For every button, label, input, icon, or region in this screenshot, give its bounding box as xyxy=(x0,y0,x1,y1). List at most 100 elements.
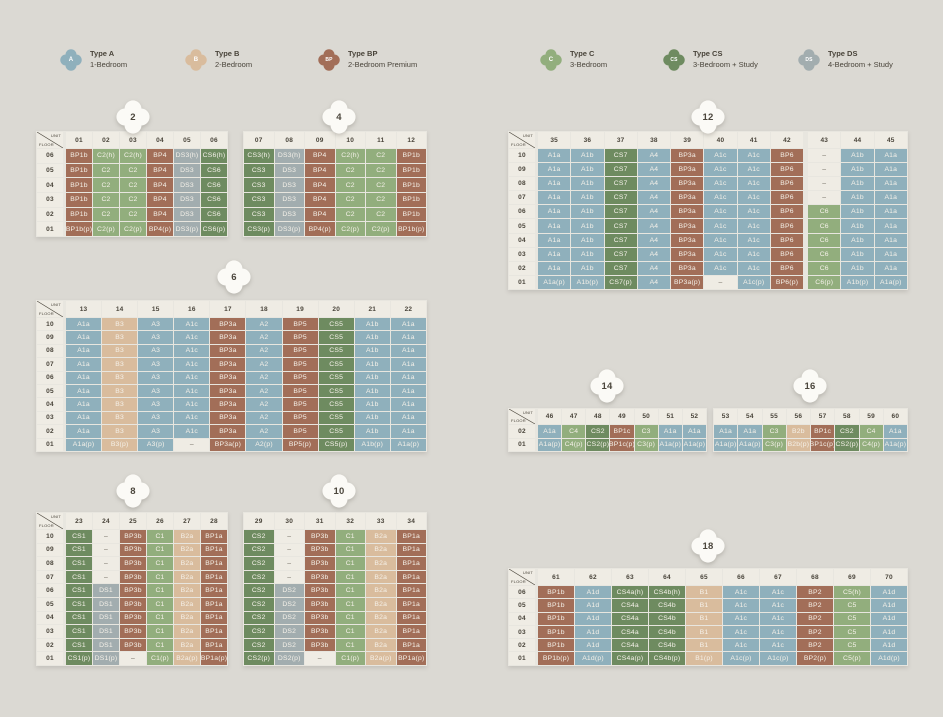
unit-28-floor-02-cell: BP1a xyxy=(201,638,227,652)
unit-04-floor-03-cell: BP4 xyxy=(147,193,173,207)
unit-number-header-54: 54 xyxy=(738,409,762,424)
unit-number-header-41: 41 xyxy=(737,132,770,148)
floor-label-01: 01 xyxy=(37,222,63,237)
unit-number-header-32: 32 xyxy=(335,513,365,529)
unit-37-floor-08-cell: CS7 xyxy=(604,177,637,191)
unit-36-floor-10-cell: A1b xyxy=(571,149,604,163)
floor-row-10: CS2– BP3b C1 B2a BP1a xyxy=(244,530,426,543)
unit-11-floor-05-cell: C2 xyxy=(366,163,396,178)
unit-43-floor-01-cell: C6(p) xyxy=(808,275,841,289)
unit-67-floor-06-cell: A1c xyxy=(760,586,796,599)
unit-58-floor-01-cell: CS2(p) xyxy=(835,438,859,451)
unit-23-floor-06-cell: CS1 xyxy=(66,584,92,597)
unit-36-floor-08-cell: A1b xyxy=(571,177,604,191)
unit-39-floor-07-cell: BP3a xyxy=(671,191,704,205)
unit-39-floor-03-cell: BP3a xyxy=(671,247,704,261)
unit-44-floor-09-cell: A1b xyxy=(841,163,874,177)
unit-20-floor-06-cell: CS5 xyxy=(318,371,354,384)
unit-29-floor-01-cell: CS2(p) xyxy=(244,652,274,665)
unit-37-floor-06-cell: CS7 xyxy=(604,205,637,219)
floor-label-01: 01 xyxy=(509,438,535,451)
unit-number-header-19: 19 xyxy=(282,301,318,317)
unit-63-floor-02-cell: CS4a xyxy=(612,639,648,652)
floor-row-06: CS2 DS2 BP3b C1 B2a BP1a xyxy=(244,584,426,597)
unit-41-floor-06-cell: A1c xyxy=(737,205,770,219)
floor-row-01: 01 BP1b(p) A1d(p) CS4a(p) CS4b(p) B1(p) A1c(p)… xyxy=(509,652,907,665)
unit-24-floor-06-cell: DS1 xyxy=(93,584,119,597)
floor-row-06: 06 BP1b C2(h) C2(h) BP4 DS3(h) CS6(h) xyxy=(37,149,227,163)
block-number-label: 4 xyxy=(336,111,342,123)
unit-05-floor-03-cell: DS3 xyxy=(174,193,200,207)
unit-37-floor-05-cell: CS7 xyxy=(604,219,637,233)
unit-24-floor-08-cell: – xyxy=(93,557,119,570)
floor-label-04: 04 xyxy=(509,612,535,625)
unit-number-header-37: 37 xyxy=(604,132,637,148)
unit-14-floor-06-cell: B3 xyxy=(102,371,138,384)
floor-label-06: 06 xyxy=(509,586,535,599)
unit-17-floor-08-cell: BP3a xyxy=(210,344,246,358)
unit-number-header-39: 39 xyxy=(671,132,704,148)
legend-item-type-c: C Type C 3-Bedroom xyxy=(540,49,607,71)
unit-19-floor-08-cell: BP5 xyxy=(282,344,318,358)
floor-row-02: 02 BP1b C2 C2 BP4 DS3 CS6 xyxy=(37,207,227,222)
unit-68-floor-01-cell: BP2(p) xyxy=(797,652,833,665)
legend-type-title: Type CS xyxy=(693,49,723,59)
unit-33-floor-06-cell: B2a xyxy=(366,584,396,597)
unit-69-floor-01-cell: C5(p) xyxy=(834,652,870,665)
unit-39-floor-09-cell: BP3a xyxy=(671,163,704,177)
unit-08-floor-04-cell: DS3 xyxy=(274,178,304,193)
unit-42-floor-09-cell: BP6 xyxy=(770,163,804,177)
unit-37-floor-07-cell: CS7 xyxy=(604,191,637,205)
floor-row-05: 05 BP1b C2 C2 BP4 DS3 CS6 xyxy=(37,163,227,178)
unit-34-floor-07-cell: BP1a xyxy=(396,570,426,584)
unit-53-floor-02-cell: A1a xyxy=(714,425,738,438)
unit-04-floor-06-cell: BP4 xyxy=(147,149,173,163)
unit-17-floor-05-cell: BP3a xyxy=(210,384,246,398)
unit-26-floor-08-cell: C1 xyxy=(147,557,173,570)
unit-48-floor-02-cell: CS2 xyxy=(586,425,610,438)
unit-number-header-33: 33 xyxy=(366,513,396,529)
unit-number-header-13: 13 xyxy=(66,301,102,317)
unit-05-floor-06-cell: DS3(h) xyxy=(174,149,200,163)
unit-33-floor-10-cell: B2a xyxy=(366,530,396,543)
unit-22-floor-10-cell: A1a xyxy=(390,318,426,331)
unit-18-floor-05-cell: A2 xyxy=(246,384,282,398)
block-12-table: UNIT FLOOR 35 36 37 38 39 40 41 42 43 44 45 10 A1a A1b C… xyxy=(508,131,908,290)
unit-number-header-53: 53 xyxy=(714,409,738,424)
unit-number-header-12: 12 xyxy=(396,132,426,148)
floor-row-01: 01 A1a(p) B3(p) A3(p) – BP3a(p) A2(p) BP5(p) CS5… xyxy=(37,438,426,451)
unit-01-floor-06-cell: BP1b xyxy=(66,149,92,163)
legend-text: Type DS 4-Bedroom + Study xyxy=(828,49,893,71)
unit-13-floor-01-cell: A1a(p) xyxy=(66,438,102,451)
unit-40-floor-06-cell: A1c xyxy=(704,205,737,219)
unit-34-floor-06-cell: BP1a xyxy=(396,584,426,597)
unit-22-floor-03-cell: A1a xyxy=(390,411,426,425)
unit-67-floor-04-cell: A1c xyxy=(760,612,796,625)
unit-30-floor-09-cell: – xyxy=(274,543,304,557)
unit-10-floor-01-cell: C2(p) xyxy=(335,222,365,237)
floor-row-02: CS2 DS2 BP3b C1 B2a BP1a xyxy=(244,638,426,652)
unit-70-floor-02-cell: A1d xyxy=(871,639,907,652)
unit-39-floor-04-cell: BP3a xyxy=(671,233,704,247)
floor-label-09: 09 xyxy=(37,331,63,344)
unit-07-floor-03-cell: CS3 xyxy=(244,193,274,207)
unit-number-header-01: 01 xyxy=(66,132,92,148)
unit-13-floor-09-cell: A1a xyxy=(66,331,102,344)
unit-69-floor-03-cell: C5 xyxy=(834,625,870,639)
unit-28-floor-03-cell: BP1a xyxy=(201,625,227,638)
unit-10-floor-03-cell: C2 xyxy=(335,193,365,207)
unit-01-floor-04-cell: BP1b xyxy=(66,178,92,193)
unit-08-floor-03-cell: DS3 xyxy=(274,193,304,207)
unit-number-header-22: 22 xyxy=(390,301,426,317)
unit-23-floor-03-cell: CS1 xyxy=(66,625,92,638)
unit-03-floor-01-cell: C2(p) xyxy=(120,222,146,237)
unit-21-floor-07-cell: A1b xyxy=(354,358,390,371)
unit-27-floor-04-cell: B2a xyxy=(174,611,200,625)
floor-row-04: 04 BP1b C2 C2 BP4 DS3 CS6 xyxy=(37,178,227,193)
floor-label-04: 04 xyxy=(37,398,63,411)
unit-number-header-05: 05 xyxy=(174,132,200,148)
unit-27-floor-10-cell: B2a xyxy=(174,530,200,543)
floor-label-01: 01 xyxy=(509,652,535,665)
unit-19-floor-04-cell: BP5 xyxy=(282,398,318,411)
unit-17-floor-07-cell: BP3a xyxy=(210,358,246,371)
